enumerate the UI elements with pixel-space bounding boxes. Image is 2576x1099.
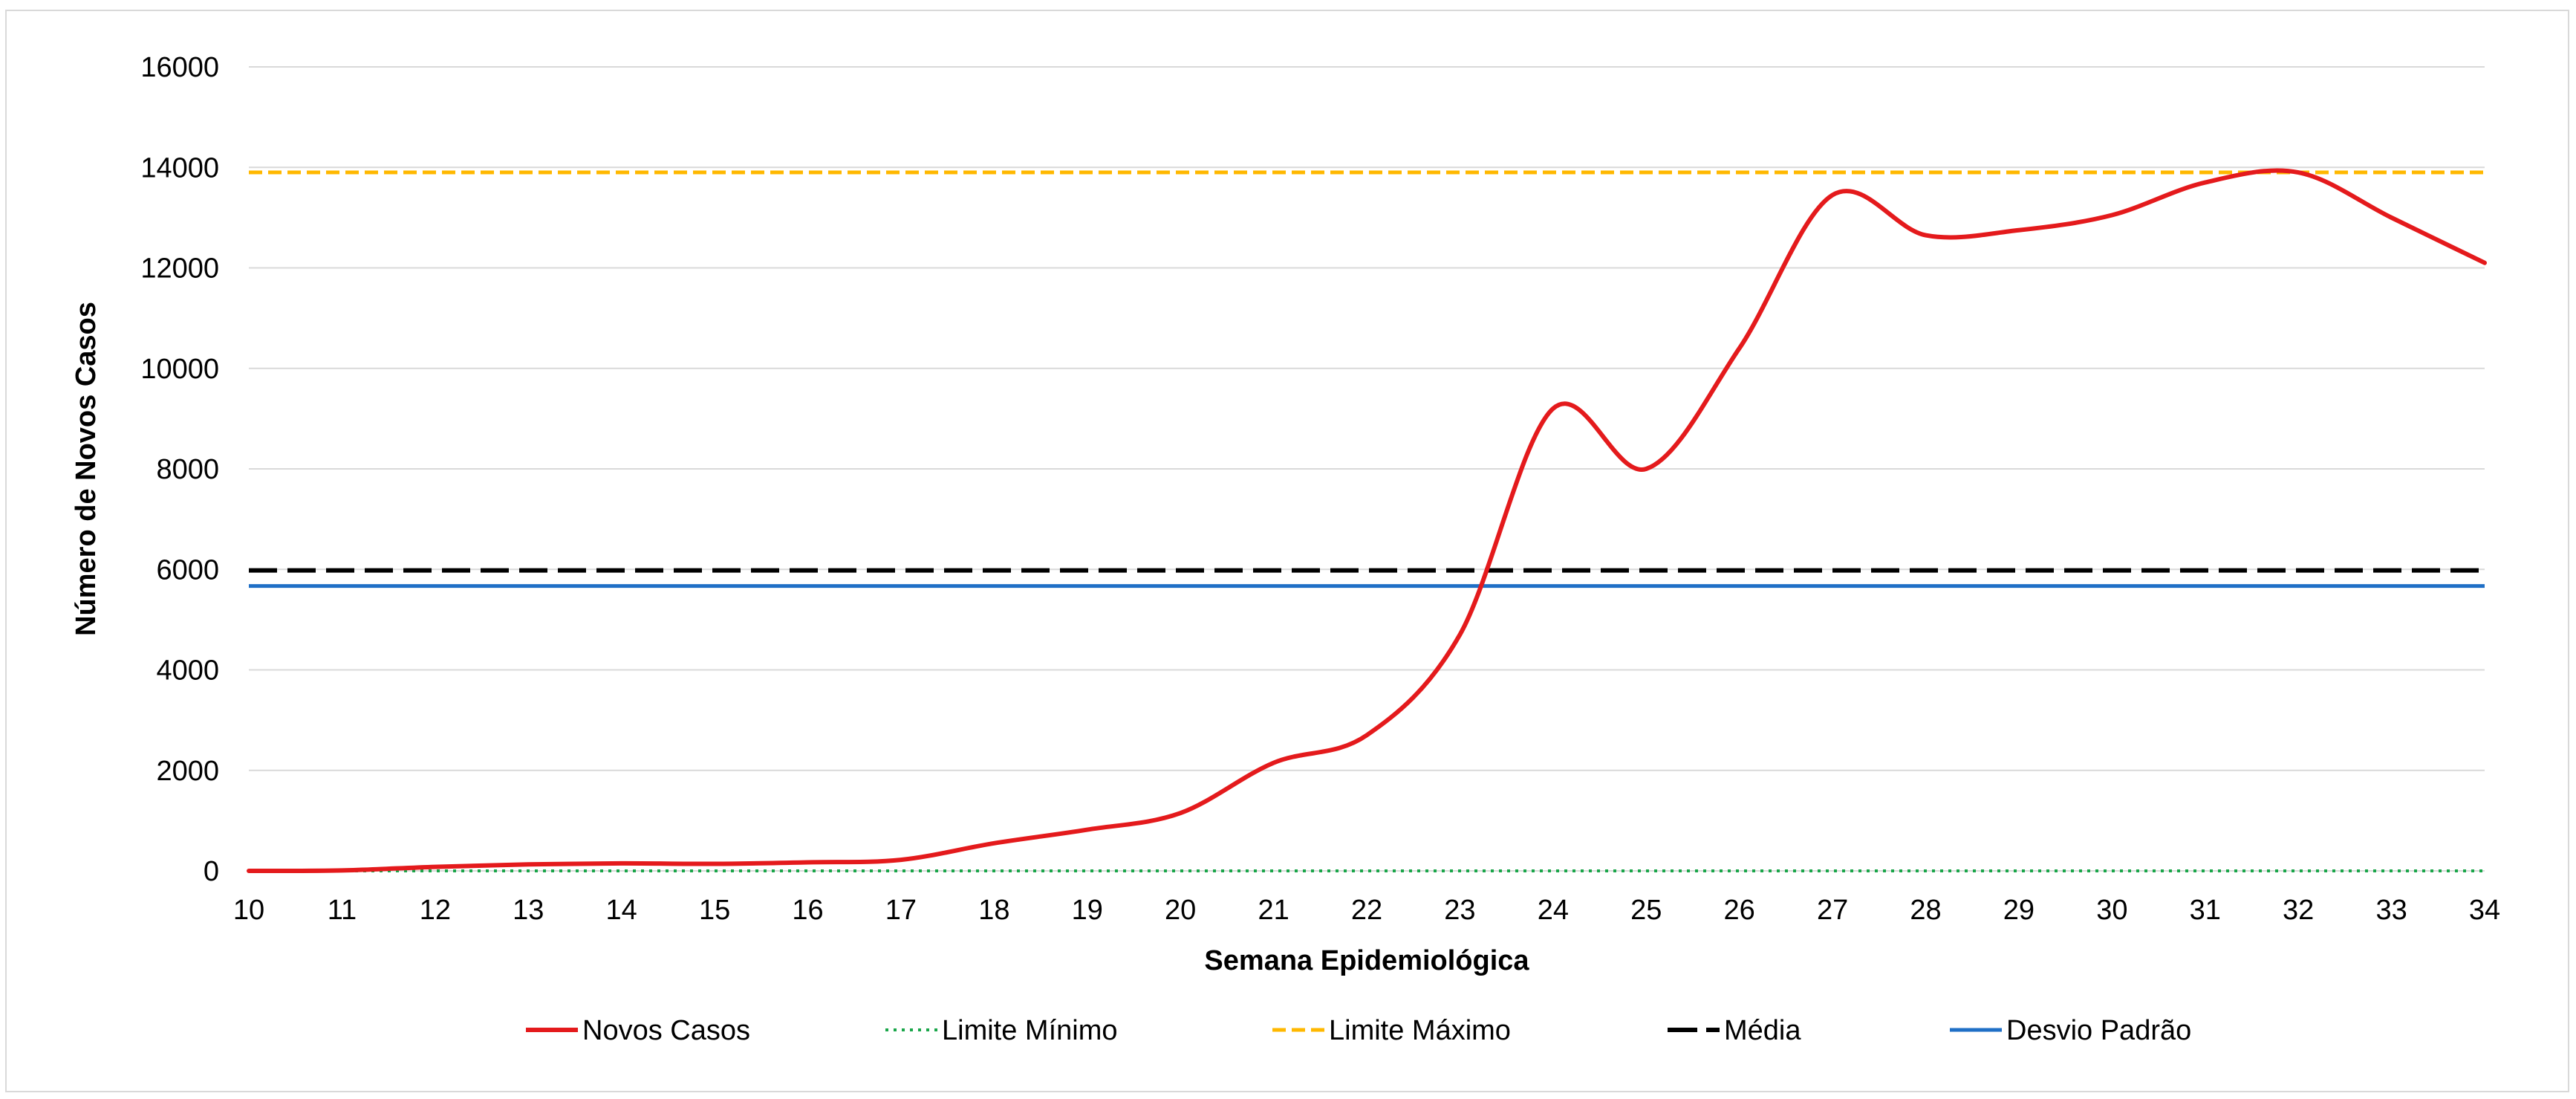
- x-tick-label: 22: [1351, 895, 1382, 926]
- x-tick-label: 28: [1910, 895, 1941, 926]
- data-series: [247, 168, 2487, 873]
- y-tick-label: 0: [204, 856, 219, 887]
- x-tick-label: 12: [420, 895, 451, 926]
- y-tick-label: 6000: [156, 554, 219, 586]
- legend-item: Novos Casos: [526, 1015, 750, 1046]
- x-tick-label: 16: [792, 895, 823, 926]
- x-tick-label: 31: [2190, 895, 2221, 926]
- x-tick-label: 21: [1258, 895, 1289, 926]
- x-tick-label: 20: [1165, 895, 1196, 926]
- y-tick-label: 4000: [156, 655, 219, 687]
- x-tick-label: 15: [699, 895, 730, 926]
- x-tick-label: 19: [1072, 895, 1103, 926]
- x-tick-label: 27: [1817, 895, 1848, 926]
- y-tick-label: 14000: [140, 152, 219, 184]
- y-tick-label: 2000: [156, 756, 219, 787]
- y-axis-title: Número de Novos Casos: [71, 302, 102, 636]
- y-tick-label: 10000: [140, 354, 219, 385]
- x-tick-label: 34: [2469, 895, 2500, 926]
- legend-item: Limite Mínimo: [885, 1015, 1118, 1046]
- chart-border: [5, 10, 2569, 1092]
- legend-label: Novos Casos: [582, 1015, 750, 1046]
- legend-item: Limite Máximo: [1272, 1015, 1511, 1046]
- x-tick-labels: 10 11 12 13 14 15 16 17 18 19 20 21 22 23 24 25 26 27 28 29…: [233, 895, 2500, 926]
- x-tick-label: 24: [1538, 895, 1569, 926]
- y-tick-labels: 0 2000 4000 6000 8000 10000 12000 14000 16000: [140, 52, 219, 887]
- legend-label: Desvio Padrão: [2006, 1015, 2191, 1046]
- x-tick-label: 32: [2283, 895, 2314, 926]
- x-tick-label: 29: [2003, 895, 2035, 926]
- legend-item: Média: [1668, 1015, 1801, 1046]
- x-axis-title: Semana Epidemiológica: [1204, 945, 1529, 976]
- series-line-novos-casos: [247, 168, 2487, 873]
- x-tick-label: 17: [885, 895, 917, 926]
- x-tick-label: 25: [1630, 895, 1662, 926]
- x-tick-label: 14: [606, 895, 637, 926]
- legend-label: Limite Máximo: [1329, 1015, 1511, 1046]
- y-tick-label: 16000: [140, 52, 219, 83]
- legend-item: Desvio Padrão: [1950, 1015, 2191, 1046]
- x-tick-label: 10: [233, 895, 264, 926]
- x-tick-label: 18: [978, 895, 1009, 926]
- legend: Novos Casos Limite Mínimo Limite Máximo Méd…: [526, 1015, 2191, 1046]
- x-tick-label: 11: [328, 895, 357, 926]
- x-tick-label: 23: [1444, 895, 1475, 926]
- x-tick-label: 26: [1724, 895, 1755, 926]
- y-tick-label: 8000: [156, 454, 219, 485]
- x-tick-label: 33: [2375, 895, 2407, 926]
- y-tick-label: 12000: [140, 253, 219, 285]
- legend-label: Média: [1724, 1015, 1801, 1046]
- x-tick-label: 30: [2096, 895, 2127, 926]
- legend-label: Limite Mínimo: [942, 1015, 1118, 1046]
- x-tick-label: 13: [513, 895, 544, 926]
- reference-lines: [249, 170, 2485, 872]
